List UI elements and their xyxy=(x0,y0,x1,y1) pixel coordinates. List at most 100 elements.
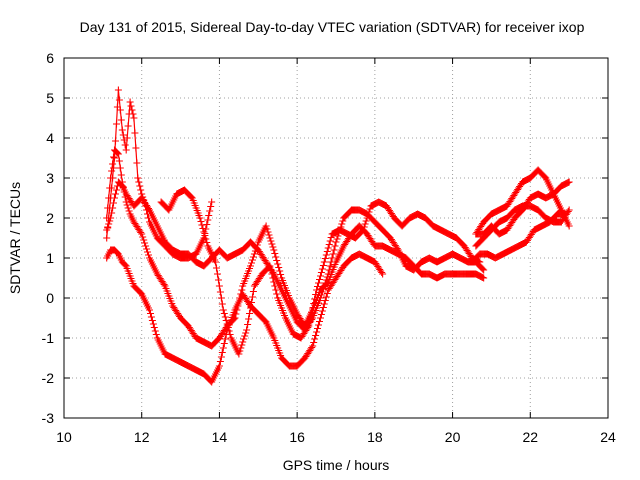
data-point xyxy=(317,269,325,276)
series-track-9 xyxy=(472,178,573,238)
data-point xyxy=(317,272,324,280)
data-point xyxy=(113,103,121,111)
data-point xyxy=(132,144,140,152)
data-point xyxy=(197,218,205,225)
data-point xyxy=(225,327,233,335)
data-point xyxy=(271,282,279,290)
data-point xyxy=(269,243,277,251)
data-point xyxy=(315,279,322,287)
data-point xyxy=(236,347,244,355)
series-track-5 xyxy=(157,186,484,358)
data-point xyxy=(199,225,207,232)
data-point xyxy=(146,306,153,314)
data-point xyxy=(247,304,254,312)
data-point xyxy=(127,102,135,110)
data-point xyxy=(309,304,317,312)
data-point xyxy=(325,241,333,248)
data-point xyxy=(105,220,113,228)
data-point xyxy=(126,98,134,106)
data-point xyxy=(273,257,281,264)
data-point xyxy=(319,285,327,293)
data-point xyxy=(123,201,131,209)
data-point xyxy=(317,314,324,322)
data-point xyxy=(308,309,316,316)
data-point xyxy=(328,254,336,262)
data-point xyxy=(277,271,285,278)
data-point xyxy=(109,204,117,212)
data-point xyxy=(104,223,112,231)
data-point xyxy=(145,251,152,259)
y-tick-label: 6 xyxy=(46,50,54,66)
data-point xyxy=(249,256,256,264)
data-point xyxy=(305,322,313,330)
data-point xyxy=(378,269,386,276)
data-point xyxy=(114,150,122,158)
y-tick-label: 1 xyxy=(46,250,54,266)
data-point xyxy=(123,134,131,142)
y-tick-label: 0 xyxy=(46,290,54,306)
data-point xyxy=(124,122,132,130)
data-point xyxy=(315,321,322,329)
x-axis-label: GPS time / hours xyxy=(283,457,390,473)
data-point xyxy=(134,174,142,182)
data-series xyxy=(103,86,573,386)
data-point xyxy=(107,174,115,182)
data-point xyxy=(319,304,327,311)
data-point xyxy=(246,310,253,317)
data-point xyxy=(106,217,114,225)
data-point xyxy=(215,362,223,370)
data-point xyxy=(365,208,373,216)
data-point xyxy=(196,214,204,222)
data-point xyxy=(323,290,331,297)
plot-frame xyxy=(63,57,609,419)
data-point xyxy=(220,310,228,317)
data-point xyxy=(218,349,226,356)
data-point xyxy=(565,222,573,230)
data-point xyxy=(136,182,144,190)
data-point xyxy=(267,237,275,245)
data-point xyxy=(207,203,215,210)
series-track-8 xyxy=(468,210,569,266)
data-point xyxy=(131,129,139,137)
data-point xyxy=(112,137,119,145)
data-point xyxy=(113,149,121,157)
data-point xyxy=(310,339,318,346)
data-point xyxy=(312,291,320,298)
data-point xyxy=(271,250,279,257)
data-point xyxy=(118,126,126,134)
data-point xyxy=(339,217,347,225)
data-point xyxy=(110,199,117,207)
data-point xyxy=(218,300,226,308)
data-point xyxy=(135,178,143,186)
y-tick-label: 3 xyxy=(46,170,54,186)
data-point xyxy=(249,288,257,295)
data-point xyxy=(110,153,117,161)
x-tick-label: 10 xyxy=(56,429,72,445)
y-tick-label: 4 xyxy=(46,130,54,146)
data-point xyxy=(319,262,327,269)
data-point xyxy=(361,220,369,228)
data-point xyxy=(313,286,321,294)
y-tick-label: -3 xyxy=(42,410,55,426)
data-point xyxy=(141,239,149,247)
data-point xyxy=(304,324,312,331)
data-point xyxy=(109,160,117,168)
data-point xyxy=(150,324,158,331)
data-point xyxy=(208,198,216,206)
data-point xyxy=(276,267,284,275)
data-point xyxy=(326,262,334,270)
x-tick-label: 22 xyxy=(522,429,538,445)
series-track-6 xyxy=(472,166,573,238)
data-point xyxy=(322,251,330,259)
data-point xyxy=(266,234,274,242)
data-point xyxy=(144,248,151,256)
data-point xyxy=(264,228,272,236)
data-point xyxy=(237,344,245,352)
data-point xyxy=(148,317,156,324)
data-point xyxy=(266,262,274,270)
x-tick-label: 18 xyxy=(367,429,383,445)
data-point xyxy=(217,294,225,302)
x-tick-label: 24 xyxy=(600,429,616,445)
data-point xyxy=(311,335,319,343)
data-point xyxy=(268,270,276,278)
